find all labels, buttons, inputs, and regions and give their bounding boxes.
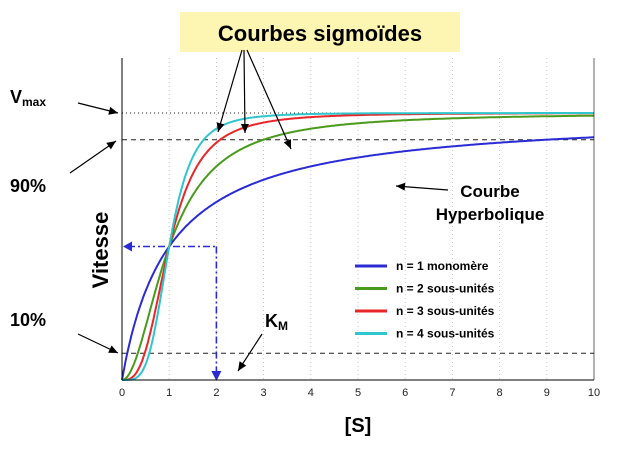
x-tick-label: 0 <box>119 387 125 399</box>
title-arrow-n2-head <box>283 139 291 149</box>
level-10-label: 10% <box>10 310 46 330</box>
hyperbolic-label-line2: Hyperbolique <box>436 205 545 224</box>
title-arrow-n3 <box>243 49 246 134</box>
title-arrow-n2 <box>246 49 292 150</box>
x-tick-label: 4 <box>308 387 314 399</box>
title-box <box>180 12 460 52</box>
x-axis-label: [S] <box>345 415 372 437</box>
km-label: KM <box>265 311 288 333</box>
x-tick-label: 10 <box>588 387 600 399</box>
series-line-n4 <box>122 112 594 381</box>
x-tick-label: 9 <box>544 387 550 399</box>
legend: n = 1 monomère n = 2 sous-unités n = 3 sou… <box>355 259 495 341</box>
vmax-arrow-head <box>108 106 118 115</box>
title-arrow-n4-head <box>216 122 225 132</box>
legend-label-n4: n = 4 sous-unités <box>396 327 495 341</box>
x-tick-label: 7 <box>449 387 455 399</box>
level-90-arrow-head <box>106 141 116 150</box>
x-tick-label: 3 <box>261 387 267 399</box>
x-tick-label: 5 <box>355 387 361 399</box>
legend-label-n3: n = 3 sous-unités <box>396 304 495 318</box>
x-tick-label: 8 <box>497 387 503 399</box>
level-90-arrow <box>69 140 117 174</box>
curves <box>121 112 595 381</box>
series-line-n2 <box>121 114 595 381</box>
hyperbolic-arrow-head <box>396 182 406 191</box>
level-10-arrow-head <box>108 345 118 353</box>
hyperbolic-label-line1: Courbe <box>460 182 520 201</box>
x-tick-labels: 0 1 2 3 4 5 6 7 8 9 10 <box>119 387 600 399</box>
km-arrowhead-left <box>123 241 132 252</box>
legend-label-n2: n = 2 sous-unités <box>396 282 495 296</box>
km-arrowhead-down <box>211 371 222 381</box>
x-tick-label: 1 <box>166 387 172 399</box>
title-arrow-n3-head <box>240 123 249 133</box>
chart-title: Courbes sigmoïdes <box>218 21 422 46</box>
y-axis-label: Vitesse <box>88 212 113 289</box>
x-tick-label: 2 <box>213 387 219 399</box>
level-90-label: 90% <box>10 176 46 196</box>
legend-label-n1: n = 1 monomère <box>396 259 489 273</box>
title-arrow-n4 <box>217 49 243 133</box>
annotation-arrows <box>69 49 449 372</box>
series-line-n1 <box>121 136 594 381</box>
km-arrow-head <box>238 361 247 371</box>
x-tick-label: 6 <box>402 387 408 399</box>
vmax-label: Vmax <box>10 87 46 109</box>
